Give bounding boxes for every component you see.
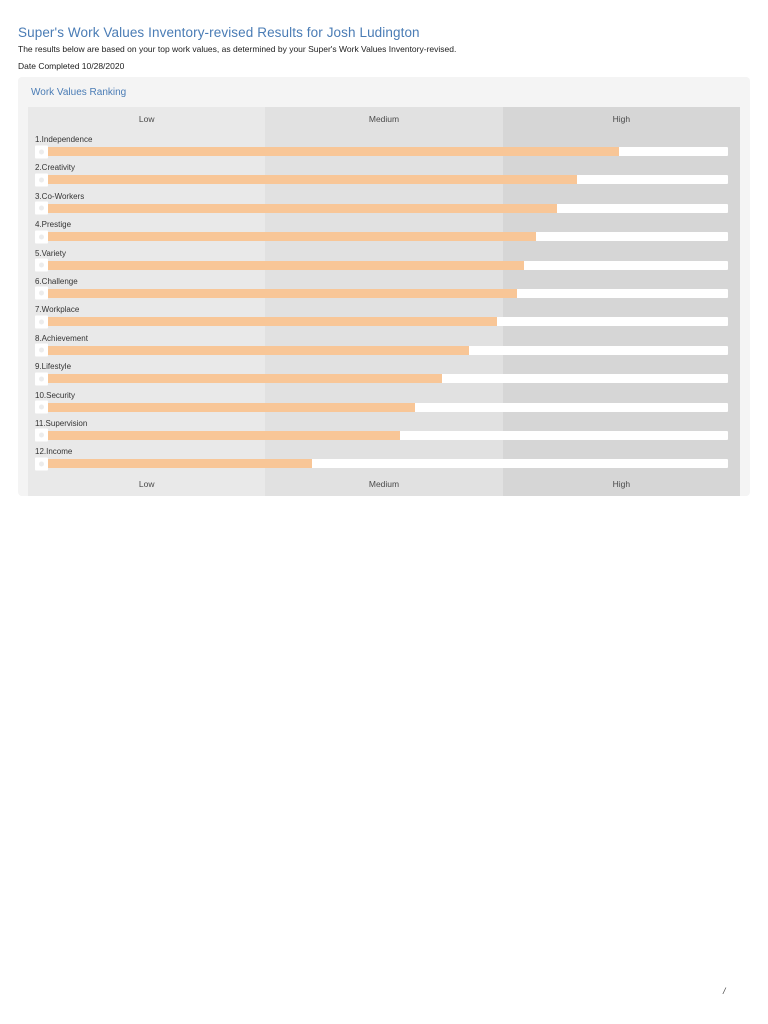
- bar-handle-icon: [35, 173, 48, 187]
- chart-bands: [28, 107, 740, 496]
- bar-handle-icon: [35, 286, 48, 300]
- bar-track: [35, 343, 728, 357]
- page-mark: /: [723, 986, 726, 996]
- value-row: 9.Lifestyle: [28, 358, 740, 386]
- bar-fill: [48, 260, 524, 270]
- page-subtitle: The results below are based on your top …: [18, 44, 457, 54]
- axis-label-low: Low: [138, 114, 155, 124]
- bar-fill: [48, 203, 557, 213]
- panel-header-work-values-ranking[interactable]: Work Values Ranking: [31, 87, 127, 98]
- value-rows: 1.Independence 2.Creativity 3.Co-Workers…: [28, 131, 740, 472]
- bar-track: [35, 372, 728, 386]
- bar-handle-icon: [35, 400, 48, 414]
- value-label: 8.Achievement: [35, 333, 88, 343]
- bar-fill: [48, 345, 469, 355]
- bar-handle-icon: [35, 315, 48, 329]
- value-row: 5.Variety: [28, 245, 740, 273]
- bar-fill: [48, 232, 537, 242]
- bar-track: [35, 400, 728, 414]
- bar-track: [35, 145, 728, 158]
- handle-dot-icon: [39, 404, 44, 410]
- bar-handle-icon: [35, 230, 48, 244]
- handle-dot-icon: [39, 149, 44, 154]
- bar-track: [35, 201, 728, 215]
- bar-track: [35, 428, 728, 442]
- value-label: 7.Workplace: [35, 305, 80, 315]
- bar-track: [35, 457, 728, 471]
- bar-handle-icon: [35, 258, 48, 272]
- bar-handle-icon: [35, 343, 48, 357]
- handle-dot-icon: [39, 290, 44, 296]
- bar-fill: [48, 288, 517, 298]
- date-completed: Date Completed 10/28/2020: [18, 61, 125, 71]
- axis-label-medium: Medium: [368, 114, 400, 124]
- value-row: 3.Co-Workers: [28, 188, 740, 216]
- value-row: 10.Security: [28, 387, 740, 415]
- bar-handle-icon: [35, 372, 48, 386]
- bar-track: [35, 286, 728, 300]
- report-page: Super's Work Values Inventory-revised Re…: [0, 0, 768, 496]
- handle-dot-icon: [39, 461, 44, 467]
- bar-handle-icon: [35, 145, 48, 158]
- axis-label-high: High: [612, 478, 631, 489]
- value-row: 11.Supervision: [28, 415, 740, 443]
- handle-dot-icon: [39, 432, 44, 438]
- axis-row-top: Low Medium High: [28, 107, 740, 131]
- axis-label-low: Low: [138, 478, 155, 489]
- value-label: 2.Creativity: [35, 163, 76, 173]
- bar-fill: [48, 402, 415, 412]
- bar-fill: [48, 374, 443, 384]
- bar-fill: [48, 147, 619, 156]
- value-label: 4.Prestige: [35, 220, 72, 230]
- bar-handle-icon: [35, 457, 48, 471]
- value-label: 3.Co-Workers: [35, 191, 85, 201]
- value-label: 12.Income: [35, 447, 73, 457]
- value-row: 7.Workplace: [28, 301, 740, 329]
- value-label: 11.Supervision: [35, 418, 88, 428]
- handle-dot-icon: [39, 205, 44, 211]
- handle-dot-icon: [39, 177, 44, 183]
- page-title: Super's Work Values Inventory-revised Re…: [18, 25, 420, 40]
- bar-fill: [48, 430, 400, 440]
- handle-dot-icon: [39, 347, 44, 353]
- value-label: 9.Lifestyle: [35, 362, 72, 372]
- bar-fill: [48, 175, 577, 185]
- bar-track: [35, 315, 728, 329]
- bar-fill: [48, 459, 312, 469]
- value-row: 8.Achievement: [28, 330, 740, 358]
- bar-handle-icon: [35, 428, 48, 442]
- value-label: 1.Independence: [35, 135, 93, 144]
- handle-dot-icon: [39, 234, 44, 240]
- work-values-chart: Low Medium High 1.Independence 2.Creativ…: [28, 107, 740, 496]
- handle-dot-icon: [39, 376, 44, 382]
- value-row: 12.Income: [28, 443, 740, 471]
- bar-track: [35, 230, 728, 244]
- value-row: 2.Creativity: [28, 159, 740, 187]
- handle-dot-icon: [39, 319, 44, 325]
- value-label: 10.Security: [35, 390, 76, 400]
- value-label: 6.Challenge: [35, 276, 78, 286]
- bar-handle-icon: [35, 201, 48, 215]
- axis-label-high: High: [612, 114, 631, 124]
- bar-fill: [48, 317, 497, 327]
- handle-dot-icon: [39, 262, 44, 268]
- work-values-panel: Work Values Ranking Low Medium High 1.In…: [18, 77, 750, 496]
- axis-label-medium: Medium: [368, 478, 400, 489]
- axis-row-bottom: Low Medium High: [28, 472, 740, 496]
- bar-track: [35, 173, 728, 187]
- value-row: 4.Prestige: [28, 216, 740, 244]
- value-row: 1.Independence: [28, 131, 740, 159]
- bar-track: [35, 258, 728, 272]
- value-row: 6.Challenge: [28, 273, 740, 301]
- value-label: 5.Variety: [35, 248, 66, 258]
